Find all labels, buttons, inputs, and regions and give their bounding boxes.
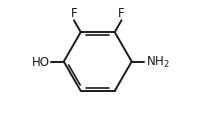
Text: F: F xyxy=(71,7,77,19)
Text: NH$_2$: NH$_2$ xyxy=(146,55,170,69)
Text: HO: HO xyxy=(32,56,50,68)
Text: F: F xyxy=(118,7,125,19)
